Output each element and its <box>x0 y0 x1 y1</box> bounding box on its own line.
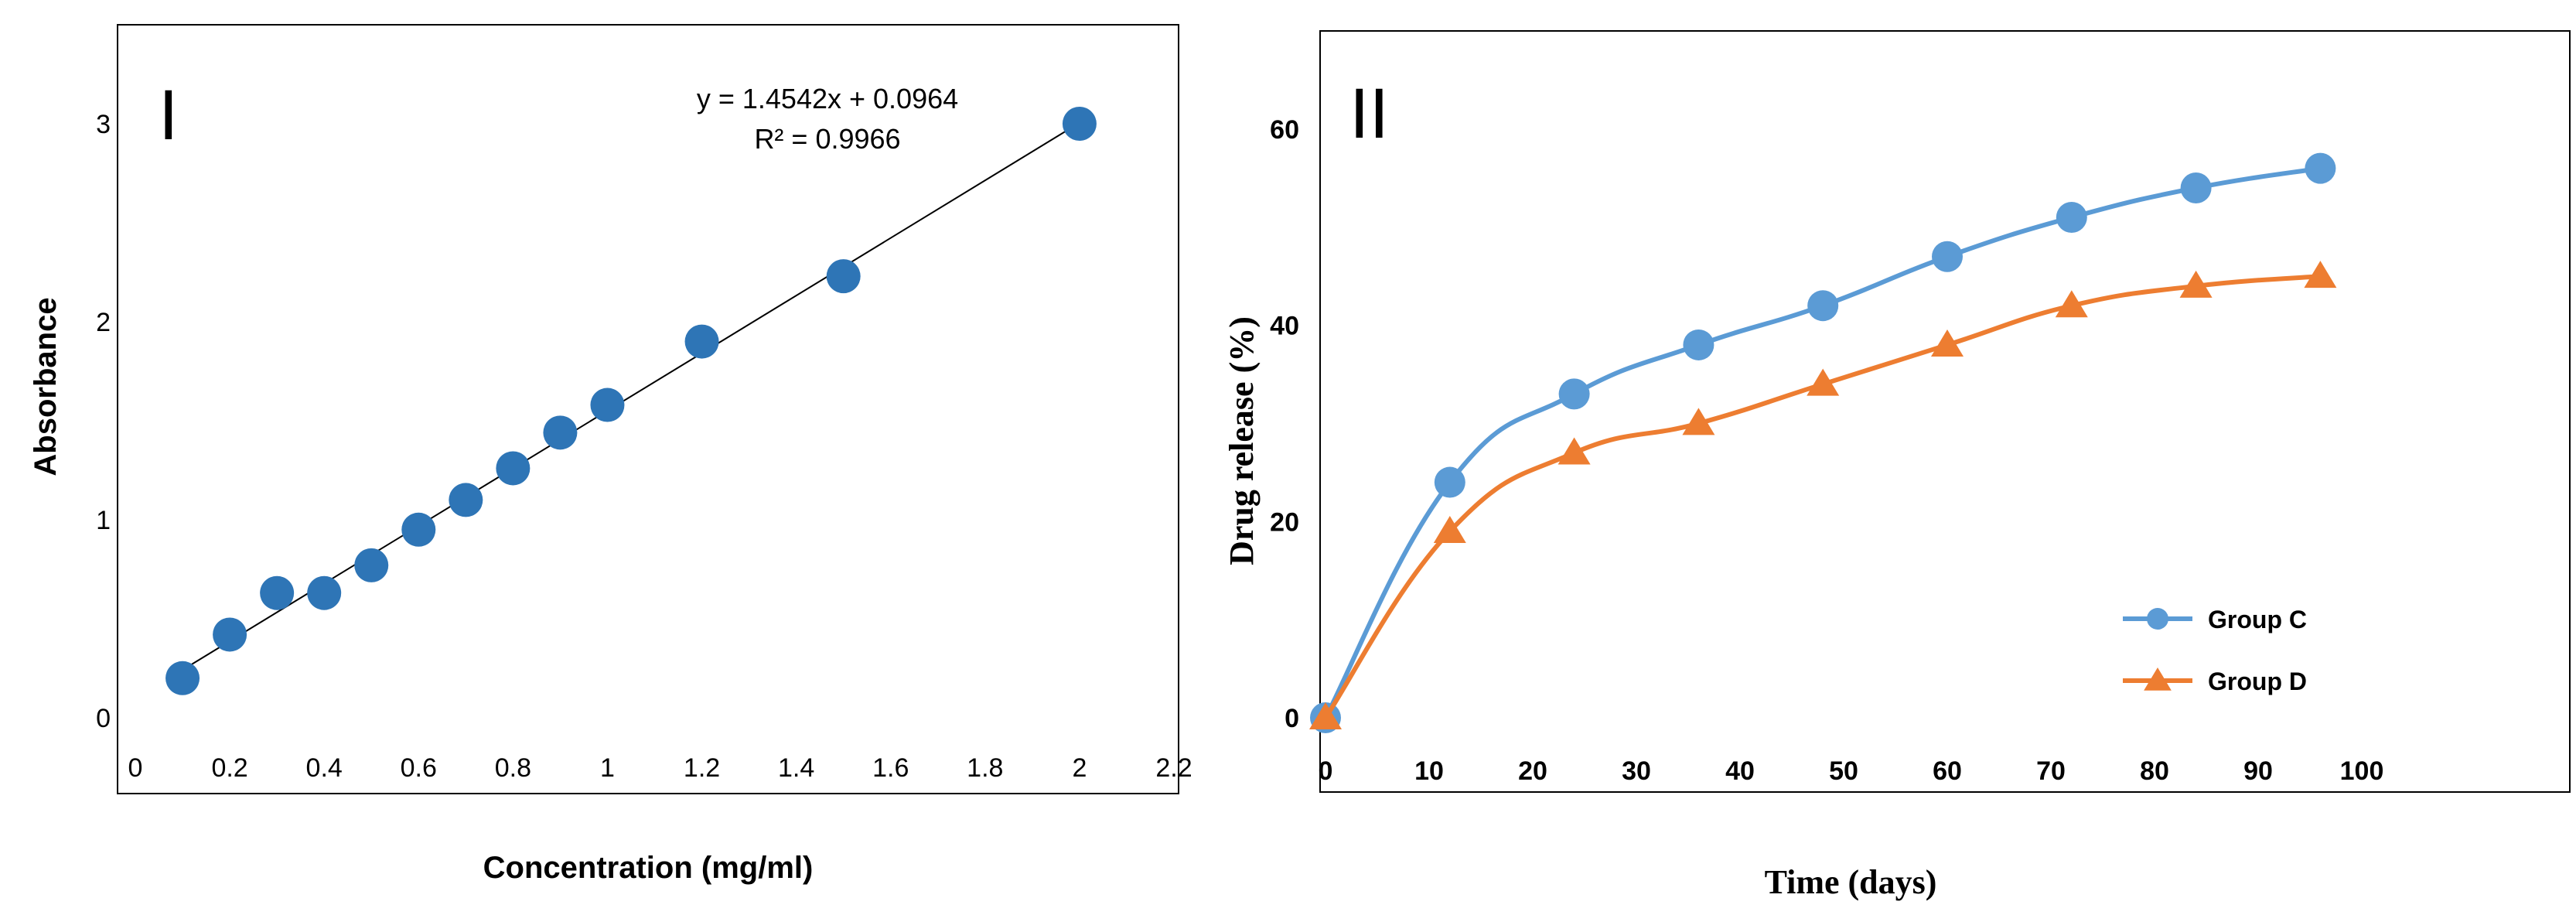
chart1-frame <box>117 24 1179 794</box>
chart2-y-axis-label: Drug release (%) <box>1223 316 1261 565</box>
chart1-y-axis-label: Absorbance <box>29 297 63 476</box>
point-group-c-3 <box>1683 329 1714 360</box>
chart2-y-tick-0: 0 <box>1285 704 1299 733</box>
point-group-d-0 <box>1309 702 1342 729</box>
point-group-d-1 <box>1433 515 1466 543</box>
chart1-points <box>165 107 1097 695</box>
chart2-legend: Group C Group D <box>2123 606 2307 695</box>
legend-item-group-d: Group D <box>2123 667 2307 695</box>
chart2-x-tick-6: 60 <box>1933 756 1962 786</box>
chart1-x-tick-7: 1.4 <box>778 753 814 783</box>
chart2-x-axis-label: Time (days) <box>1765 863 1937 901</box>
point-group-c-7 <box>2180 172 2212 203</box>
chart1-y-tick-0: 0 <box>96 704 111 733</box>
chart2-x-tick-7: 70 <box>2036 756 2066 786</box>
chart2-x-tick-3: 30 <box>1622 756 1651 786</box>
chart1-x-axis-label: Concentration (mg/ml) <box>483 851 814 885</box>
legend-marker-group-c <box>2147 608 2168 630</box>
chart1-point-12 <box>1062 107 1097 141</box>
legend-label-group-c: Group C <box>2208 606 2307 633</box>
calibration-chart: 0 1 2 3 0 0.2 0.4 0.6 0.8 1 1.2 1.4 1.6 1.8 2 2.2 I y … <box>29 24 1192 885</box>
chart2-panel-label: II <box>1349 74 1389 153</box>
chart2-x-ticks: 0 10 20 30 40 50 60 70 80 90 100 <box>1319 756 2384 786</box>
legend-marker-group-d <box>2144 667 2172 691</box>
chart1-point-3 <box>307 575 342 610</box>
chart1-point-7 <box>496 451 531 486</box>
point-group-c-5 <box>1932 241 1963 272</box>
chart1-point-5 <box>401 512 436 547</box>
chart1-point-9 <box>590 388 625 422</box>
chart2-y-tick-3: 60 <box>1270 115 1299 145</box>
chart1-x-tick-6: 1.2 <box>684 753 720 783</box>
chart2-x-tick-4: 40 <box>1725 756 1755 786</box>
chart1-point-0 <box>165 661 200 695</box>
point-group-d-3 <box>1682 408 1715 435</box>
chart1-r-squared: R² = 0.9966 <box>754 123 900 155</box>
chart1-x-tick-5: 1 <box>600 753 615 783</box>
chart2-x-tick-2: 20 <box>1518 756 1547 786</box>
chart2-x-tick-8: 80 <box>2140 756 2169 786</box>
point-group-c-6 <box>2056 202 2087 234</box>
point-group-c-2 <box>1558 378 1590 410</box>
legend-item-group-c: Group C <box>2123 606 2307 633</box>
chart1-x-tick-9: 1.8 <box>967 753 1003 783</box>
chart1-x-ticks: 0 0.2 0.4 0.6 0.8 1 1.2 1.4 1.6 1.8 2 2.2 <box>128 753 1192 783</box>
chart1-point-8 <box>543 415 578 450</box>
chart1-x-tick-11: 2.2 <box>1155 753 1192 783</box>
chart1-y-tick-2: 2 <box>96 308 111 337</box>
chart2-series <box>1309 152 2337 733</box>
chart1-x-tick-3: 0.6 <box>401 753 437 783</box>
point-group-c-8 <box>2305 152 2336 184</box>
chart1-point-6 <box>449 483 483 517</box>
point-group-d-2 <box>1558 437 1591 465</box>
chart1-x-tick-10: 2 <box>1072 753 1087 783</box>
chart2-y-tick-1: 20 <box>1270 507 1299 537</box>
chart2-y-tick-2: 40 <box>1270 312 1299 341</box>
chart2-x-tick-10: 100 <box>2340 756 2384 786</box>
chart2-x-tick-9: 90 <box>2243 756 2273 786</box>
chart2-y-ticks: 0 20 40 60 <box>1270 115 1299 733</box>
legend-label-group-d: Group D <box>2208 667 2307 695</box>
chart2-x-tick-1: 10 <box>1414 756 1444 786</box>
chart1-y-tick-3: 3 <box>96 110 111 139</box>
point-group-c-4 <box>1807 290 1839 322</box>
point-group-d-8 <box>2304 261 2337 288</box>
chart1-x-tick-4: 0.8 <box>495 753 531 783</box>
chart2-x-tick-0: 0 <box>1319 756 1333 786</box>
chart1-y-tick-1: 1 <box>96 506 111 535</box>
chart1-point-11 <box>826 259 861 294</box>
chart1-x-tick-2: 0.4 <box>306 753 343 783</box>
chart1-x-tick-1: 0.2 <box>211 753 247 783</box>
point-group-d-7 <box>2179 270 2213 298</box>
chart1-point-1 <box>213 617 247 652</box>
chart1-equation: y = 1.4542x + 0.0964 <box>697 83 958 114</box>
chart1-x-tick-0: 0 <box>128 753 143 783</box>
chart1-point-2 <box>260 575 295 610</box>
chart2-x-tick-5: 50 <box>1829 756 1858 786</box>
point-group-c-1 <box>1434 466 1465 498</box>
chart1-panel-label: I <box>159 76 179 155</box>
chart2-frame <box>1319 30 2571 793</box>
point-group-d-5 <box>1931 329 1964 357</box>
chart1-point-10 <box>684 324 719 359</box>
chart1-x-tick-8: 1.6 <box>872 753 909 783</box>
point-group-d-6 <box>2055 290 2088 318</box>
chart1-y-ticks: 0 1 2 3 <box>96 110 111 733</box>
point-group-d-4 <box>1807 368 1840 396</box>
drug-release-chart: 0 20 40 60 0 10 20 30 40 50 60 70 80 90 100 II Time (… <box>1223 30 2571 901</box>
chart1-point-4 <box>354 548 389 582</box>
